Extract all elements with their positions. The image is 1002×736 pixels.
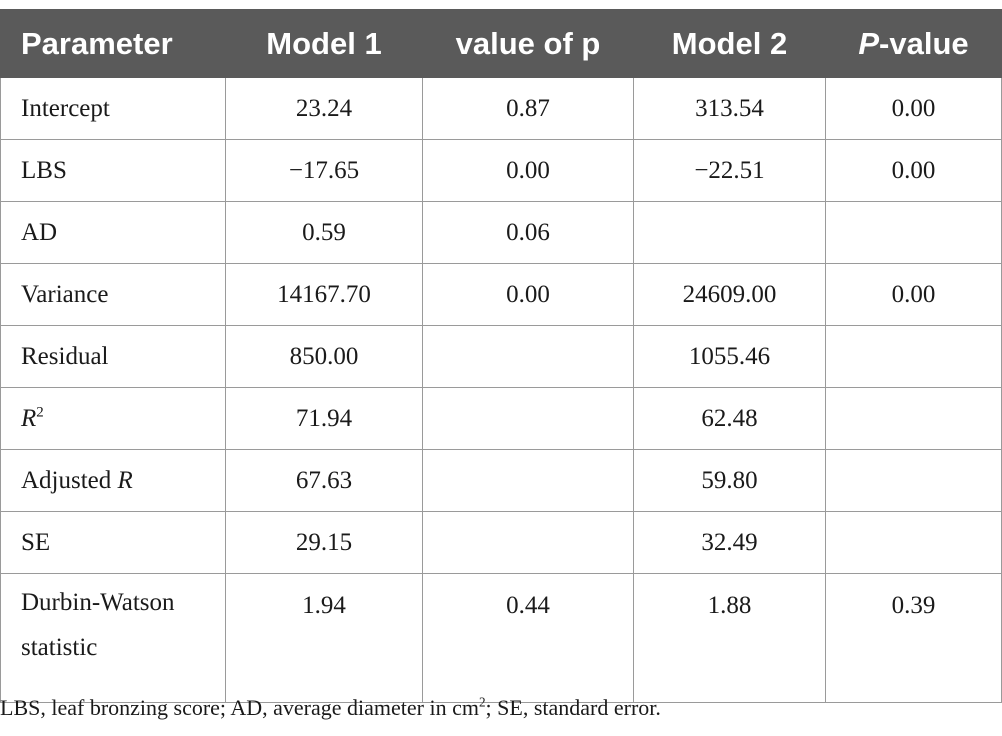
cell-p1: 0.00 (422, 263, 634, 326)
cell-p1: 0.87 (422, 77, 634, 140)
cell-parameter-line1: Durbin-Watson (21, 589, 175, 616)
cell-p2 (825, 387, 1002, 450)
cell-model1: 23.24 (225, 77, 423, 140)
cell-model1: 1.94 (225, 573, 423, 703)
cell-p2: 0.00 (825, 139, 1002, 202)
cell-model2: 62.48 (633, 387, 826, 450)
cell-model2 (633, 201, 826, 264)
table-body: Intercept 23.24 0.87 313.54 0.00 LBS −17… (0, 77, 1002, 703)
cell-p1 (422, 449, 634, 512)
cell-p2 (825, 511, 1002, 574)
cell-parameter: Residual (0, 325, 226, 388)
header-p-value-italic: P (858, 25, 880, 61)
table-row: Residual 850.00 1055.46 (0, 325, 1002, 388)
cell-model2: 1055.46 (633, 325, 826, 388)
table-footnote: LBS, leaf bronzing score; AD, average di… (0, 695, 661, 721)
cell-parameter: LBS (0, 139, 226, 202)
cell-p1: 0.44 (422, 573, 634, 703)
cell-parameter: Adjusted R (0, 449, 226, 512)
table-row: Adjusted R 67.63 59.80 (0, 449, 1002, 512)
cell-p1 (422, 387, 634, 450)
cell-model1: 0.59 (225, 201, 423, 264)
cell-model1: 14167.70 (225, 263, 423, 326)
footnote-text: LBS, leaf bronzing score; AD, average di… (0, 695, 479, 720)
cell-model2: 1.88 (633, 573, 826, 703)
cell-parameter: Durbin-Watson statistic (0, 573, 226, 703)
cell-p1 (422, 511, 634, 574)
cell-model2: −22.51 (633, 139, 826, 202)
cell-parameter: AD (0, 201, 226, 264)
cell-p1: 0.06 (422, 201, 634, 264)
table-row: LBS −17.65 0.00 −22.51 0.00 (0, 139, 1002, 202)
footnote-text-end: ; SE, standard error. (485, 695, 661, 720)
cell-model1: −17.65 (225, 139, 423, 202)
cell-model1: 850.00 (225, 325, 423, 388)
cell-parameter: R2 (0, 387, 226, 450)
cell-p2: 0.00 (825, 263, 1002, 326)
header-model1: Model 1 (225, 9, 423, 78)
cell-model2: 59.80 (633, 449, 826, 512)
cell-model1: 29.15 (225, 511, 423, 574)
cell-model2: 32.49 (633, 511, 826, 574)
cell-p2 (825, 325, 1002, 388)
header-value-of-p: value of p (422, 9, 634, 78)
table-row: SE 29.15 32.49 (0, 511, 1002, 574)
cell-parameter: Variance (0, 263, 226, 326)
cell-model1: 67.63 (225, 449, 423, 512)
cell-p1: 0.00 (422, 139, 634, 202)
table-row: Intercept 23.24 0.87 313.54 0.00 (0, 77, 1002, 140)
table-row: AD 0.59 0.06 (0, 201, 1002, 264)
cell-parameter-italic: R (21, 404, 37, 432)
cell-model2: 313.54 (633, 77, 826, 140)
cell-p2: 0.39 (825, 573, 1002, 703)
table-row: Variance 14167.70 0.00 24609.00 0.00 (0, 263, 1002, 326)
cell-parameter-line2: statistic (21, 634, 98, 661)
cell-model2: 24609.00 (633, 263, 826, 326)
header-model2: Model 2 (633, 9, 826, 78)
cell-parameter-superscript: 2 (36, 404, 44, 421)
cell-model1: 71.94 (225, 387, 423, 450)
header-p-value: P-value (825, 9, 1002, 78)
cell-p2 (825, 201, 1002, 264)
table-row: Durbin-Watson statistic 1.94 0.44 1.88 0.… (0, 573, 1002, 703)
cell-p2 (825, 449, 1002, 512)
cell-parameter-italic: R (117, 466, 133, 494)
header-p-value-suffix: -value (879, 25, 969, 61)
cell-parameter: Intercept (0, 77, 226, 140)
header-parameter: Parameter (0, 9, 226, 78)
header-row: Parameter Model 1 value of p Model 2 P-v… (0, 9, 1002, 78)
footnote-superscript: 2 (478, 694, 486, 710)
cell-parameter: SE (0, 511, 226, 574)
table-row: R2 71.94 62.48 (0, 387, 1002, 450)
cell-p1 (422, 325, 634, 388)
cell-p2: 0.00 (825, 77, 1002, 140)
cell-parameter-prefix: Adjusted (21, 466, 118, 494)
regression-table: Parameter Model 1 value of p Model 2 P-v… (0, 9, 1002, 703)
table-header: Parameter Model 1 value of p Model 2 P-v… (0, 9, 1002, 78)
